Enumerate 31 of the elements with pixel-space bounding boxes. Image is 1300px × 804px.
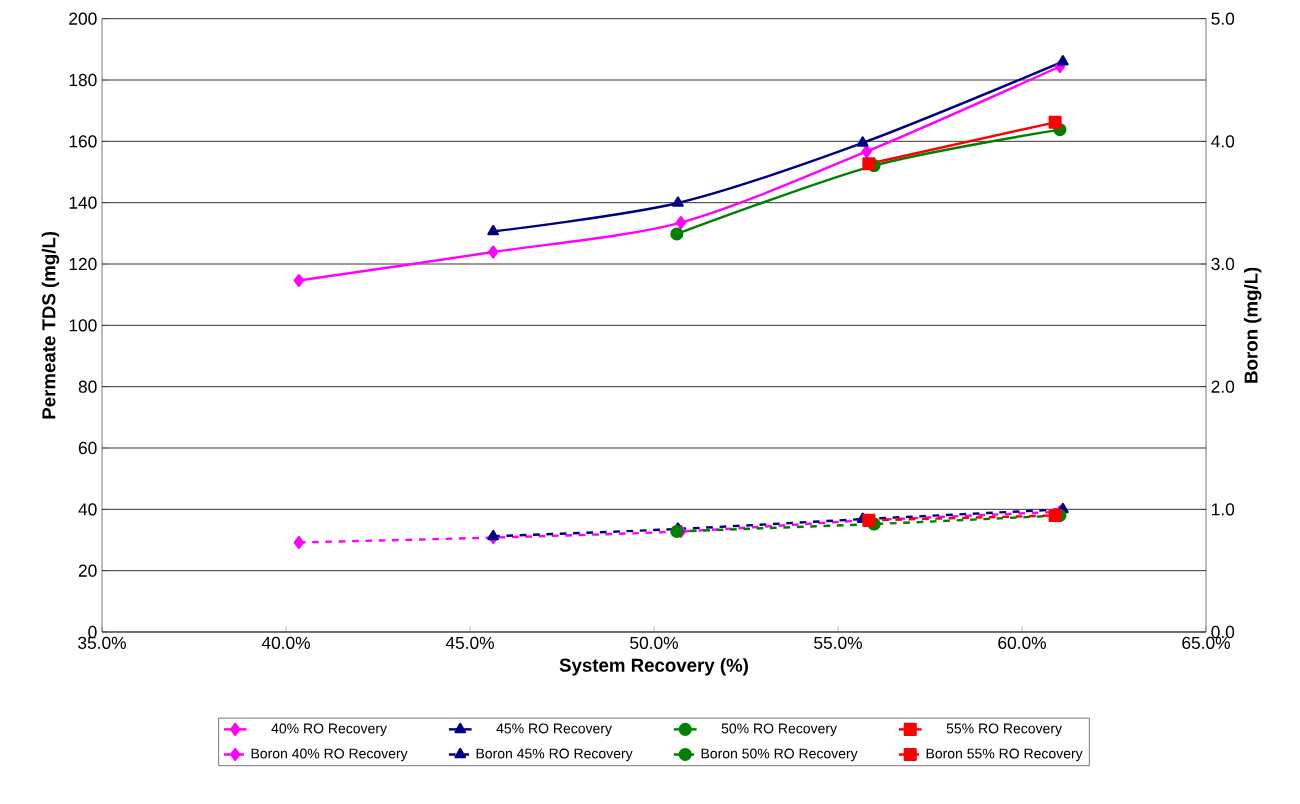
y-tick-label: 100 [69, 319, 97, 332]
legend-label: Boron 50% RO Recovery [701, 748, 858, 762]
legend-label: 45% RO Recovery [496, 723, 612, 737]
x-tick-label: 50.0% [630, 636, 678, 649]
y2-tick-label: 5.0 [1211, 12, 1235, 25]
legend-label: 55% RO Recovery [946, 723, 1062, 737]
y-tick-label: 60 [78, 441, 97, 455]
y-axis-title: Permeate TDS (mg/L) [41, 231, 60, 419]
x-tick-label: 40.0% [261, 636, 310, 649]
y-tick-label: 200 [69, 12, 97, 25]
y-tick-label: 160 [69, 135, 97, 148]
x-tick-label: 45.0% [445, 636, 494, 649]
x-tick-label: 60.0% [998, 636, 1046, 649]
y2-axis-title: Boron (mg/L) [1243, 267, 1262, 383]
y-tick-label: 180 [69, 73, 97, 87]
legend-label: 50% RO Recovery [721, 723, 837, 737]
legend-label: 40% RO Recovery [271, 723, 387, 737]
legend-label: Boron 55% RO Recovery [926, 748, 1083, 762]
legend-label: Boron 40% RO Recovery [251, 748, 408, 762]
x-axis-title: System Recovery (%) [559, 658, 748, 676]
y-tick-label: 20 [78, 564, 97, 577]
y-tick-label: 80 [78, 380, 97, 393]
y2-tick-label: 2.0 [1211, 380, 1235, 393]
y-tick-label: 140 [69, 196, 97, 209]
y2-tick-label: 1.0 [1212, 503, 1235, 516]
y2-tick-label: 3.0 [1211, 257, 1235, 271]
legend-label: Boron 45% RO Recovery [476, 748, 633, 762]
y-tick-label: 120 [69, 257, 97, 271]
x-tick-label: 55.0% [814, 636, 862, 649]
y-tick-label: 40 [78, 503, 97, 516]
y2-tick-label: 4.0 [1211, 135, 1235, 148]
